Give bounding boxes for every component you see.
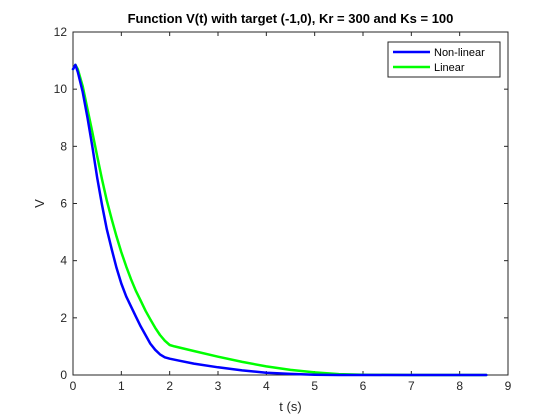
x-tick-label: 1	[118, 379, 125, 393]
y-axis-label: V	[32, 199, 47, 208]
y-tick-label: 6	[60, 197, 67, 211]
series-layer	[71, 63, 488, 377]
chart-title: Function V(t) with target (-1,0), Kr = 3…	[128, 11, 454, 26]
y-tick-label: 4	[60, 254, 67, 268]
x-tick-label: 7	[408, 379, 415, 393]
axes-box	[72, 31, 509, 376]
y-tick-label: 2	[60, 311, 67, 325]
series-line-linear	[71, 63, 488, 377]
x-tick-label: 3	[215, 379, 222, 393]
x-tick-label: 8	[456, 379, 463, 393]
legend-entry-label: Non-linear	[434, 47, 485, 59]
x-axis-label: t (s)	[279, 399, 301, 414]
legend-box	[387, 41, 501, 78]
x-tick-label: 6	[360, 379, 367, 393]
y-tick-label: 8	[60, 139, 67, 153]
x-tick-label: 9	[505, 379, 512, 393]
y-tick-label: 0	[60, 368, 67, 382]
y-tick-label: 10	[54, 82, 68, 96]
x-tick-label: 0	[70, 379, 77, 393]
x-tick-label: 5	[311, 379, 318, 393]
legend-entry-label: Linear	[434, 62, 465, 74]
x-tick-label: 2	[166, 379, 173, 393]
legend: Non-linear Linear	[387, 41, 501, 78]
y-tick-label: 12	[54, 25, 68, 39]
x-tick-label: 4	[263, 379, 270, 393]
series-line-non-linear	[71, 63, 488, 377]
